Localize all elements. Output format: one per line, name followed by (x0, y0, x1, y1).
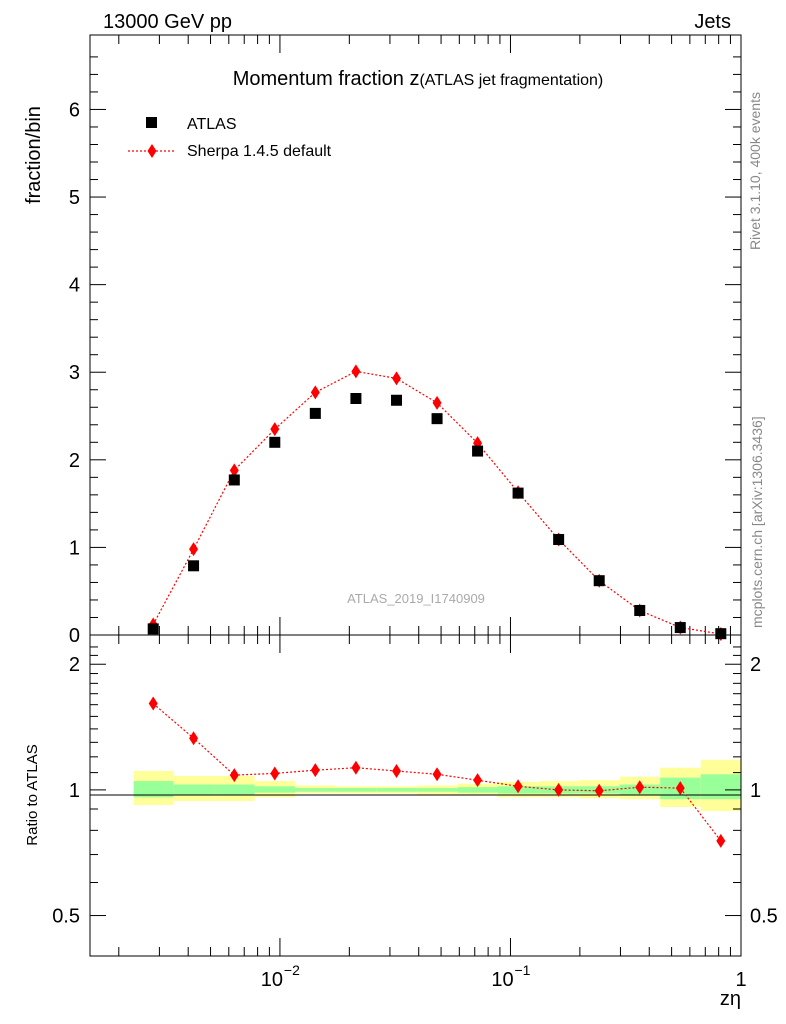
data-point (391, 394, 403, 406)
x-tick-exponent: −2 (284, 962, 300, 978)
ratio-point (473, 773, 483, 788)
mc-point (351, 364, 361, 379)
ratio-point (594, 783, 604, 798)
main-panel: 0 1 2 3 4 5 6 Momentum fraction z(ATLAS jet fr… (23, 34, 742, 647)
data-point (309, 407, 321, 419)
ratio-panel: 0.5 0.5 1 1 2 2 Ratio to ATLAS (24, 634, 778, 957)
ratio-point (270, 766, 280, 781)
mcplots-label: mcplots.cern.ch [arXiv:1306.3436] (749, 416, 765, 628)
x-tick-exponent: −1 (514, 962, 530, 978)
ratio-point (229, 768, 239, 783)
ratio-point (635, 780, 645, 795)
ratio-axis-ticks: 0.5 0.5 1 1 2 2 (52, 635, 778, 957)
ratio-point (513, 779, 523, 794)
ratio-curve-group (148, 696, 726, 848)
x-tick-label: 1 (735, 969, 746, 991)
legend-sherpa-marker (147, 144, 157, 158)
x-tick-label: 10 (261, 969, 283, 991)
legend-atlas-marker (146, 117, 157, 128)
inner-band (173, 784, 215, 795)
ratio-ylabel: Ratio to ATLAS (24, 744, 41, 845)
data-points-group (147, 393, 727, 640)
rivet-label: Rivet 3.1.10, 400k events (747, 92, 763, 250)
x-tick-labels: 10 −2 10 −1 1 (261, 962, 747, 991)
data-point (431, 413, 443, 425)
inner-band (335, 788, 377, 792)
ratio-frame (89, 634, 742, 957)
legend: ATLAS Sherpa 1.4.5 default (128, 116, 332, 160)
ratio-y-tick-label: 1 (69, 780, 80, 802)
ratio-point (716, 833, 726, 848)
ratio-point (148, 696, 158, 711)
data-point (553, 534, 565, 546)
data-point (634, 604, 646, 616)
ratio-point (554, 782, 564, 797)
ratio-line (152, 703, 722, 842)
mc-point (392, 371, 402, 386)
category-header: Jets (694, 11, 731, 33)
inner-band (457, 787, 499, 793)
x-axis-label: zη (720, 988, 741, 1010)
data-point (188, 560, 200, 572)
data-point (147, 623, 159, 635)
mc-point (270, 422, 280, 437)
y-tick-label: 5 (69, 187, 80, 209)
data-point (350, 393, 362, 405)
y-tick-label: 1 (69, 537, 80, 559)
data-point (512, 487, 524, 499)
ratio-y-tick-label-right: 2 (750, 654, 761, 676)
data-point (269, 436, 281, 448)
legend-atlas-label: ATLAS (187, 116, 237, 133)
y-tick-label: 4 (69, 275, 80, 297)
ratio-point (189, 731, 199, 746)
ratio-point (351, 760, 361, 775)
data-point (593, 575, 605, 587)
energy-header: 13000 GeV pp (103, 11, 232, 33)
inner-band (254, 786, 296, 793)
ratio-point (432, 767, 442, 782)
ratio-y-tick-label: 2 (69, 654, 80, 676)
data-point (228, 474, 240, 486)
y-tick-label: 6 (69, 99, 80, 121)
inner-band (295, 788, 336, 792)
main-axis-ticks: 0 1 2 3 4 5 6 (69, 35, 742, 647)
y-tick-label: 2 (69, 450, 80, 472)
ratio-point (310, 763, 320, 778)
plot-title-main: Momentum fraction z (233, 68, 420, 90)
analysis-watermark: ATLAS_2019_I1740909 (347, 591, 485, 606)
mc-point (189, 542, 199, 557)
plot-title-sub: (ATLAS jet fragmentation) (419, 72, 603, 89)
ratio-point (392, 763, 402, 778)
uncertainty-bands (133, 759, 741, 812)
inner-band (133, 781, 174, 798)
inner-band (376, 788, 417, 792)
y-tick-label: 0 (69, 625, 80, 647)
data-point (472, 445, 484, 457)
mc-point (432, 395, 442, 410)
inner-band (416, 788, 458, 792)
mc-point (310, 385, 320, 400)
data-point (715, 628, 727, 640)
ratio-y-tick-label-right: 0.5 (750, 906, 778, 928)
ratio-point (675, 781, 685, 796)
plot-title: Momentum fraction z(ATLAS jet fragmentat… (233, 68, 604, 90)
ratio-y-tick-label: 0.5 (52, 906, 80, 928)
y-tick-label: 3 (69, 362, 80, 384)
data-point (674, 622, 686, 634)
main-ylabel: fraction/bin (23, 106, 45, 204)
inner-band (214, 784, 255, 795)
x-tick-label: 10 (491, 969, 513, 991)
mc-point (229, 463, 239, 478)
ratio-y-tick-label-right: 1 (750, 780, 761, 802)
legend-sherpa-label: Sherpa 1.4.5 default (187, 143, 332, 160)
